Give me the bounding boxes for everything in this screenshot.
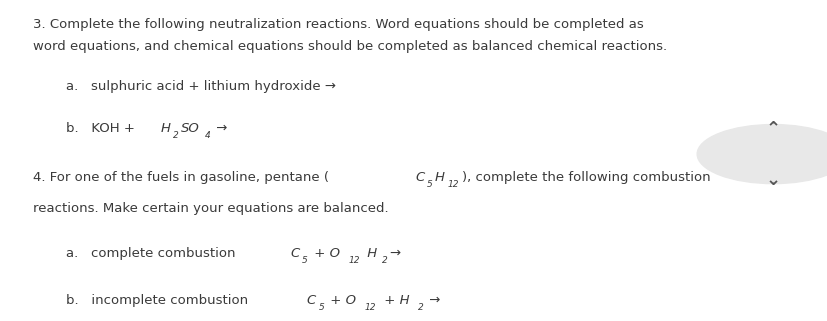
Text: 5: 5 [303,256,308,265]
Text: →: → [213,122,227,135]
Text: reactions. Make certain your equations are balanced.: reactions. Make certain your equations a… [33,202,389,215]
Text: b.   incomplete combustion: b. incomplete combustion [66,294,252,307]
Circle shape [697,125,827,184]
Text: H: H [434,171,444,184]
Text: ⌄: ⌄ [766,171,781,189]
Text: →: → [425,294,441,307]
Text: C: C [307,294,316,307]
Text: 5: 5 [318,303,324,312]
Text: SO: SO [181,122,199,135]
Text: ⌃: ⌃ [766,119,781,137]
Text: + O: + O [326,294,356,307]
Text: + O: + O [309,247,340,260]
Text: 12: 12 [447,180,459,189]
Text: 2: 2 [418,303,423,312]
Text: C: C [290,247,299,260]
Text: a.   sulphuric acid + lithium hydroxide →: a. sulphuric acid + lithium hydroxide → [66,80,336,93]
Text: H: H [160,122,170,135]
Text: word equations, and chemical equations should be completed as balanced chemical : word equations, and chemical equations s… [33,40,667,53]
Text: 4. For one of the fuels in gasoline, pentane (: 4. For one of the fuels in gasoline, pen… [33,171,329,184]
Text: b.   KOH +: b. KOH + [66,122,139,135]
Text: 3. Complete the following neutralization reactions. Word equations should be com: 3. Complete the following neutralization… [33,18,644,31]
Text: →: → [389,247,400,260]
Text: C: C [415,171,424,184]
Text: + H: + H [380,294,409,307]
Text: 4: 4 [205,131,211,140]
Text: 12: 12 [348,256,360,265]
Text: 5: 5 [427,180,433,189]
Text: 2: 2 [381,256,387,265]
Text: 2: 2 [174,131,179,140]
Text: ), complete the following combustion: ), complete the following combustion [462,171,710,184]
Text: H: H [363,247,377,260]
Text: a.   complete combustion: a. complete combustion [66,247,240,260]
Text: 12: 12 [365,303,376,312]
